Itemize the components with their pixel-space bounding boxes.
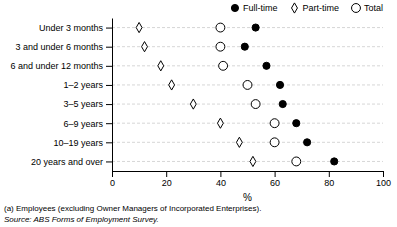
dot (142, 42, 148, 52)
tick-mark (166, 171, 167, 177)
tick: 1–2 years (63, 80, 112, 90)
tick-label: 80 (324, 178, 334, 188)
legend: Full-time Part-time Total (231, 3, 383, 13)
tick-mark (220, 171, 221, 177)
tick: 3–5 years (63, 99, 112, 109)
tick: 40 (216, 171, 226, 188)
dot (216, 42, 225, 51)
tick: 80 (324, 171, 334, 188)
series (136, 22, 256, 166)
tick: 20 years and over (31, 157, 112, 167)
tick-label: Under 3 months (39, 23, 104, 33)
dot (263, 62, 270, 69)
tick-label: 60 (270, 178, 280, 188)
plot: 0 20 40 60 80 100 Under 3 months 3 and under 6 … (10, 19, 391, 189)
dot (236, 137, 242, 147)
dot (270, 138, 279, 147)
tick-label: 20 (162, 178, 172, 188)
x-axis: 0 20 40 60 80 100 (110, 171, 391, 188)
dot (292, 157, 301, 166)
legend-symbol (352, 4, 361, 13)
tick: 100 (376, 171, 391, 188)
footnote: Source: ABS Forms of Employment Survey. (4, 215, 159, 224)
dot (251, 100, 260, 109)
tick-mark (106, 123, 112, 124)
tick-label: 6–9 years (63, 119, 103, 129)
dot (250, 156, 256, 166)
dot (241, 43, 248, 50)
tick-mark (383, 171, 384, 177)
tick: 20 (162, 171, 172, 188)
tick-label: 100 (376, 178, 391, 188)
series (216, 23, 301, 166)
series (241, 24, 338, 165)
grid (112, 28, 383, 162)
tick-label: 40 (216, 178, 226, 188)
dot (219, 61, 228, 70)
tick-label: 6 and under 12 months (10, 61, 103, 71)
tick-mark (112, 171, 113, 177)
legend-symbol (292, 3, 298, 13)
legend-item: Full-time (231, 3, 277, 13)
tick-mark (106, 85, 112, 86)
dot (279, 100, 286, 107)
axis-line (113, 172, 384, 178)
tick-mark (106, 47, 112, 48)
tick-mark (275, 171, 276, 177)
dot (158, 61, 164, 71)
tick-label: 3–5 years (63, 99, 103, 109)
tick: 6 and under 12 months (10, 61, 112, 71)
grid-line (112, 65, 383, 66)
tick-mark (106, 161, 112, 162)
dot (252, 24, 259, 31)
tick: 6–9 years (63, 119, 112, 129)
tick-label: 10–19 years (53, 138, 103, 148)
dot (136, 22, 142, 32)
dot (243, 80, 252, 89)
dot (217, 118, 223, 128)
tick: 60 (270, 171, 280, 188)
dot (169, 80, 175, 90)
dot (331, 158, 338, 165)
grid-line (112, 123, 383, 124)
tick-label: 20 years and over (31, 157, 103, 167)
y-axis: Under 3 months 3 and under 6 months 6 and … (10, 19, 112, 172)
dot (216, 23, 225, 32)
tick: 3 and under 6 months (15, 42, 112, 52)
tick: 10–19 years (53, 138, 112, 148)
legend-symbol (231, 4, 238, 11)
tick: Under 3 months (39, 23, 112, 33)
marks (136, 22, 338, 166)
legend-label: Full-time (243, 3, 278, 13)
dot (270, 119, 279, 128)
tick-label: 3 and under 6 months (15, 42, 103, 52)
legend-item: Part-time (292, 3, 339, 13)
tick-label: 1–2 years (63, 80, 103, 90)
grid-line (112, 27, 383, 28)
chart: 0 20 40 60 80 100 Under 3 months 3 and under 6 … (0, 0, 397, 227)
tick: 0 (110, 171, 115, 188)
x-axis-title: % (243, 192, 252, 203)
legend-item: Total (352, 3, 383, 13)
grid-line (112, 104, 383, 105)
tick-label: 0 (110, 178, 115, 188)
dot (276, 81, 283, 88)
legend-label: Part-time (302, 3, 339, 13)
tick-mark (106, 66, 112, 67)
tick-mark (329, 171, 330, 177)
footnote: (a) Employees (excluding Owner Managers … (4, 204, 261, 213)
tick-mark (106, 142, 112, 143)
dot (293, 120, 300, 127)
legend-label: Total (364, 3, 383, 13)
tick-mark (106, 28, 112, 29)
tick-mark (106, 104, 112, 105)
grid-line (112, 142, 383, 143)
axis-line (112, 19, 113, 172)
dot (190, 99, 196, 109)
grid-line (112, 161, 383, 162)
dot (304, 139, 311, 146)
